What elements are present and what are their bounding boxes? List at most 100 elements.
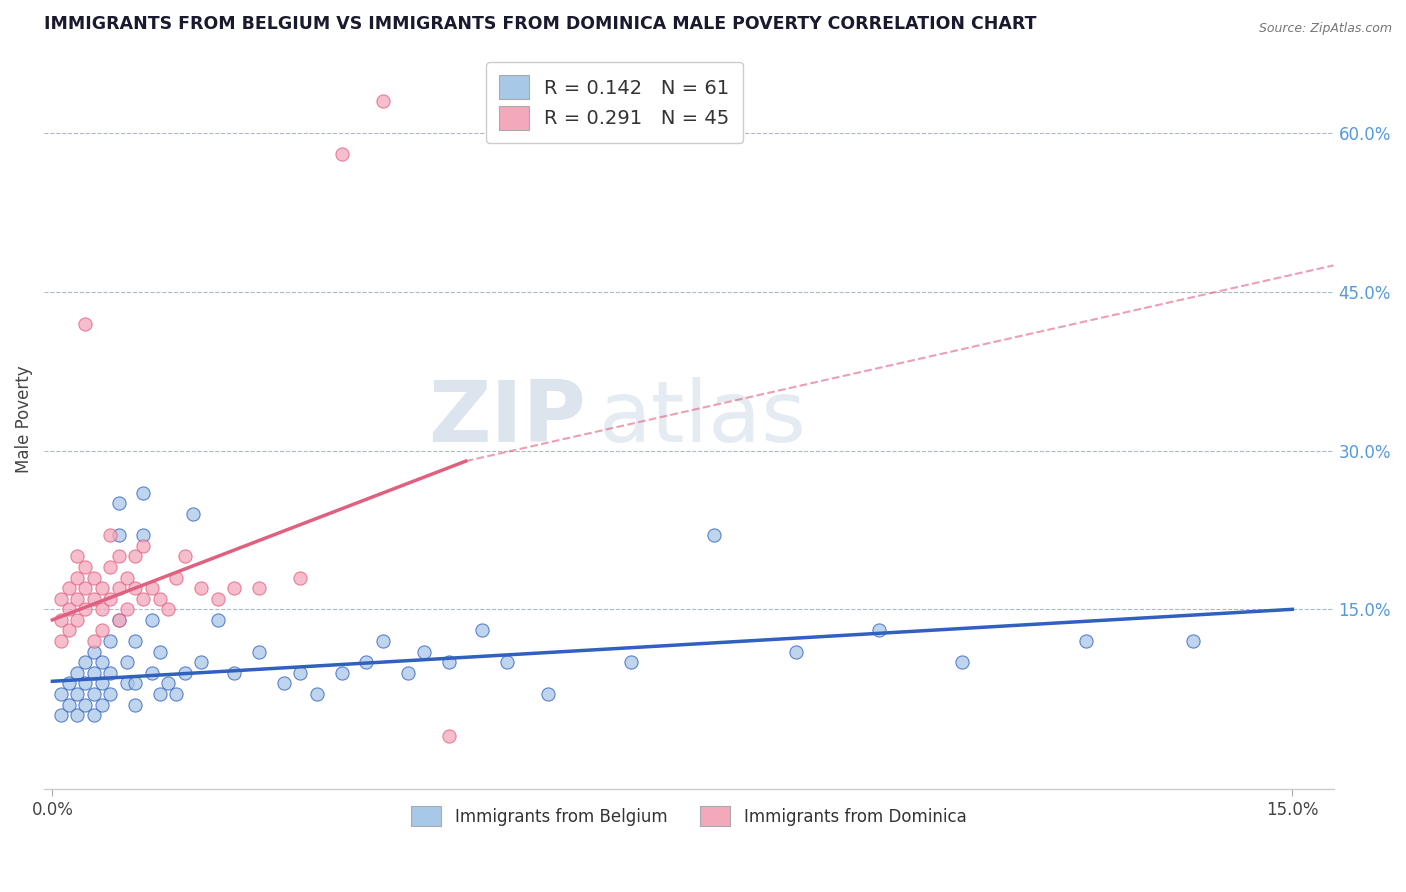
Point bbox=[132, 486, 155, 500]
Point bbox=[868, 624, 890, 638]
Point bbox=[107, 496, 129, 510]
Point bbox=[91, 602, 114, 616]
Point bbox=[290, 571, 312, 585]
Point bbox=[83, 687, 105, 701]
Point bbox=[98, 687, 121, 701]
Point bbox=[247, 581, 270, 595]
Point bbox=[91, 655, 114, 669]
Point bbox=[207, 613, 229, 627]
Point bbox=[58, 581, 80, 595]
Point bbox=[75, 602, 97, 616]
Point bbox=[49, 613, 72, 627]
Text: IMMIGRANTS FROM BELGIUM VS IMMIGRANTS FROM DOMINICA MALE POVERTY CORRELATION CHA: IMMIGRANTS FROM BELGIUM VS IMMIGRANTS FR… bbox=[44, 15, 1036, 33]
Point bbox=[132, 539, 155, 553]
Point bbox=[124, 581, 146, 595]
Point bbox=[141, 581, 163, 595]
Point bbox=[1074, 634, 1097, 648]
Point bbox=[49, 708, 72, 723]
Point bbox=[305, 687, 328, 701]
Point bbox=[141, 613, 163, 627]
Point bbox=[124, 676, 146, 690]
Point bbox=[58, 698, 80, 712]
Point bbox=[75, 560, 97, 574]
Point bbox=[107, 528, 129, 542]
Point bbox=[785, 645, 807, 659]
Point bbox=[132, 528, 155, 542]
Point bbox=[75, 655, 97, 669]
Point bbox=[190, 581, 212, 595]
Point bbox=[496, 655, 519, 669]
Point bbox=[98, 665, 121, 680]
Point bbox=[950, 655, 973, 669]
Point bbox=[371, 634, 394, 648]
Point bbox=[66, 549, 89, 564]
Point bbox=[58, 676, 80, 690]
Point bbox=[66, 708, 89, 723]
Point bbox=[620, 655, 643, 669]
Point bbox=[49, 591, 72, 606]
Text: atlas: atlas bbox=[599, 377, 807, 460]
Point bbox=[149, 645, 172, 659]
Point bbox=[49, 634, 72, 648]
Point bbox=[107, 549, 129, 564]
Point bbox=[157, 676, 180, 690]
Point bbox=[330, 665, 353, 680]
Point bbox=[58, 602, 80, 616]
Point bbox=[98, 634, 121, 648]
Point bbox=[247, 645, 270, 659]
Point bbox=[91, 624, 114, 638]
Point bbox=[124, 698, 146, 712]
Point bbox=[49, 687, 72, 701]
Point bbox=[107, 613, 129, 627]
Point bbox=[98, 591, 121, 606]
Point bbox=[224, 581, 246, 595]
Point bbox=[83, 634, 105, 648]
Point bbox=[437, 655, 460, 669]
Point bbox=[91, 676, 114, 690]
Point bbox=[124, 634, 146, 648]
Point bbox=[437, 729, 460, 743]
Point bbox=[107, 613, 129, 627]
Point bbox=[83, 591, 105, 606]
Point bbox=[165, 687, 187, 701]
Point bbox=[83, 645, 105, 659]
Legend: Immigrants from Belgium, Immigrants from Dominica: Immigrants from Belgium, Immigrants from… bbox=[401, 797, 977, 837]
Point bbox=[173, 549, 195, 564]
Text: Source: ZipAtlas.com: Source: ZipAtlas.com bbox=[1258, 22, 1392, 36]
Point bbox=[75, 698, 97, 712]
Point bbox=[91, 581, 114, 595]
Point bbox=[75, 581, 97, 595]
Point bbox=[356, 655, 378, 669]
Point bbox=[190, 655, 212, 669]
Point bbox=[115, 676, 138, 690]
Y-axis label: Male Poverty: Male Poverty bbox=[15, 365, 32, 473]
Point bbox=[66, 571, 89, 585]
Point bbox=[107, 581, 129, 595]
Point bbox=[273, 676, 295, 690]
Point bbox=[66, 591, 89, 606]
Point bbox=[91, 698, 114, 712]
Point bbox=[149, 687, 172, 701]
Point bbox=[83, 571, 105, 585]
Point bbox=[66, 687, 89, 701]
Point bbox=[703, 528, 725, 542]
Point bbox=[66, 665, 89, 680]
Point bbox=[115, 571, 138, 585]
Point bbox=[75, 317, 97, 331]
Point bbox=[224, 665, 246, 680]
Point bbox=[396, 665, 419, 680]
Point bbox=[75, 676, 97, 690]
Point bbox=[66, 613, 89, 627]
Point bbox=[83, 708, 105, 723]
Point bbox=[413, 645, 436, 659]
Point bbox=[290, 665, 312, 680]
Point bbox=[330, 147, 353, 161]
Point bbox=[132, 591, 155, 606]
Point bbox=[181, 507, 204, 521]
Point bbox=[471, 624, 494, 638]
Point bbox=[537, 687, 560, 701]
Point bbox=[115, 602, 138, 616]
Point bbox=[58, 624, 80, 638]
Point bbox=[157, 602, 180, 616]
Text: ZIP: ZIP bbox=[427, 377, 586, 460]
